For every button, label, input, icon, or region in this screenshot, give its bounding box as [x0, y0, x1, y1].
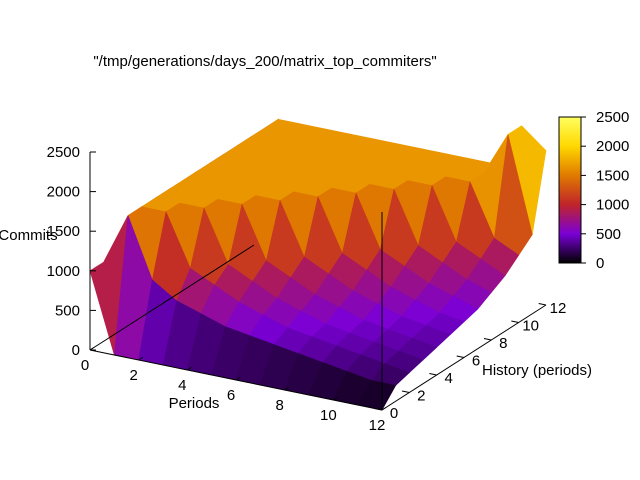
x-tick-label: 8 — [275, 397, 283, 414]
colorbar: 0 500 1000 1500 2000 2500 — [558, 109, 629, 272]
y-tick-label: 0 — [390, 405, 398, 422]
y-tick — [456, 355, 465, 358]
x-axis-label: Periods — [169, 395, 220, 412]
colorbar-tick-label: 2500 — [596, 109, 629, 126]
z-tick-label: 1500 — [47, 223, 80, 240]
x-tick-label: 12 — [369, 417, 386, 434]
colorbar-tick-label: 2000 — [596, 138, 629, 155]
y-tick — [483, 338, 492, 341]
colorbar-tick-label: 1500 — [596, 167, 629, 184]
y-tick-label: 6 — [472, 353, 480, 370]
y-tick-label: 4 — [444, 370, 452, 387]
z-tick-label: 2000 — [47, 184, 80, 201]
axis-line — [89, 244, 255, 351]
y-tick — [538, 303, 547, 306]
z-axis-label: Commits — [0, 227, 58, 244]
colorbar-tick-label: 0 — [596, 255, 604, 272]
x-tick-label: 4 — [178, 377, 186, 394]
y-tick — [401, 390, 410, 393]
colorbar-ticks: 0 500 1000 1500 2000 2500 — [581, 109, 629, 272]
x-tick — [138, 356, 144, 361]
colorbar-tick-label: 500 — [596, 226, 621, 243]
x-tick-label: 6 — [227, 387, 235, 404]
x-tick — [333, 396, 338, 401]
y-tick — [511, 320, 519, 323]
y-tick-label: 12 — [550, 300, 567, 317]
z-tick-label: 2500 — [47, 144, 80, 161]
x-tick — [187, 366, 192, 371]
colorbar-gradient — [558, 116, 582, 264]
y-tick — [374, 408, 383, 411]
x-tick — [284, 386, 290, 391]
z-tick-label: 500 — [55, 302, 80, 319]
y-tick — [429, 373, 437, 376]
x-tick — [235, 376, 241, 381]
y-axis-label: History (periods) — [482, 362, 592, 379]
surface-layer — [89, 118, 547, 411]
y-tick-label: 8 — [499, 335, 507, 352]
x-tick-label: 0 — [81, 357, 89, 374]
chart-title: "/tmp/generations/days_200/matrix_top_co… — [93, 53, 436, 70]
x-tick-label: 2 — [129, 367, 137, 384]
x-tick — [89, 346, 95, 351]
z-tick-label: 1000 — [47, 263, 80, 280]
z-tick-label: 0 — [72, 342, 80, 359]
x-tick-label: 10 — [320, 407, 337, 424]
x-tick — [381, 406, 387, 411]
colorbar-tick-label: 1000 — [596, 197, 629, 214]
y-tick-label: 2 — [417, 388, 425, 405]
y-tick-label: 10 — [522, 318, 539, 335]
